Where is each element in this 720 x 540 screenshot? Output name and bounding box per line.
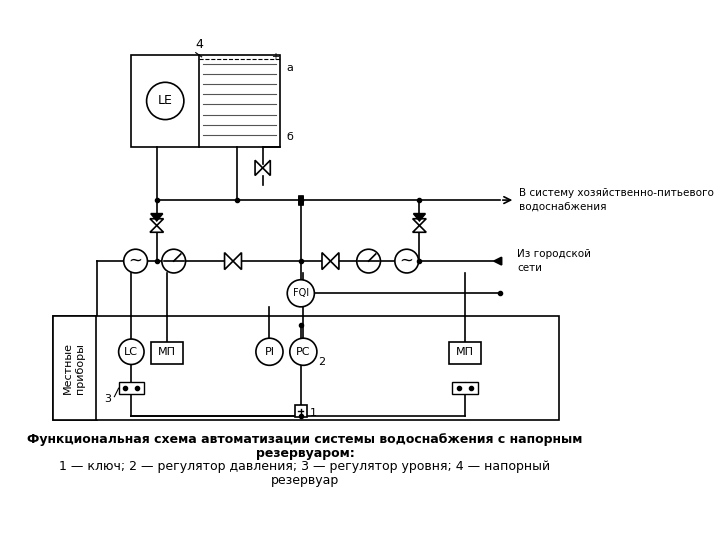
- Bar: [53, 316, 96, 421]
- Text: PI: PI: [264, 347, 274, 357]
- Text: сети: сети: [517, 263, 542, 273]
- Text: 2: 2: [318, 357, 325, 367]
- Polygon shape: [150, 219, 163, 226]
- Circle shape: [147, 82, 184, 119]
- Bar: [53, 316, 559, 421]
- Circle shape: [289, 338, 317, 366]
- Circle shape: [395, 249, 418, 273]
- Polygon shape: [494, 257, 502, 265]
- Polygon shape: [413, 226, 426, 232]
- Circle shape: [256, 338, 283, 366]
- Text: водоснабжения: водоснабжения: [518, 202, 606, 212]
- Text: 1: 1: [310, 408, 317, 418]
- Bar: [300, 196, 303, 204]
- Polygon shape: [263, 160, 270, 176]
- Text: Местные
приборы: Местные приборы: [63, 342, 85, 394]
- Text: МП: МП: [456, 347, 474, 357]
- Polygon shape: [330, 253, 339, 269]
- Circle shape: [124, 249, 148, 273]
- Bar: [131, 55, 279, 147]
- Text: б: б: [287, 132, 293, 141]
- Polygon shape: [225, 253, 233, 269]
- Bar: [298, 196, 302, 204]
- Text: PC: PC: [296, 347, 310, 357]
- Text: a: a: [287, 63, 293, 73]
- Text: Функциональная схема автоматизации системы водоснабжения с напорным: Функциональная схема автоматизации систе…: [27, 434, 582, 447]
- Bar: [295, 405, 307, 417]
- Polygon shape: [255, 160, 263, 176]
- Text: ~: ~: [129, 251, 143, 269]
- Polygon shape: [322, 253, 330, 269]
- Bar: [150, 342, 183, 363]
- Polygon shape: [150, 214, 163, 221]
- Text: резервуаром:: резервуаром:: [256, 447, 354, 460]
- Text: 4: 4: [195, 38, 203, 51]
- Text: FQI: FQI: [293, 288, 309, 298]
- Circle shape: [119, 339, 144, 364]
- Bar: [449, 342, 481, 363]
- Circle shape: [287, 280, 315, 307]
- Bar: [452, 382, 478, 394]
- Text: МП: МП: [158, 347, 176, 357]
- Text: Из городской: Из городской: [517, 249, 591, 259]
- Text: резервуар: резервуар: [271, 474, 339, 487]
- Text: 3: 3: [104, 394, 111, 404]
- Bar: [298, 195, 303, 199]
- Text: 1 — ключ; 2 — регулятор давления; 3 — регулятор уровня; 4 — напорный: 1 — ключ; 2 — регулятор давления; 3 — ре…: [60, 461, 551, 474]
- Polygon shape: [233, 253, 241, 269]
- Circle shape: [356, 249, 380, 273]
- Polygon shape: [413, 219, 426, 226]
- Text: ~: ~: [400, 251, 414, 269]
- Text: LE: LE: [158, 94, 173, 107]
- Bar: [119, 382, 144, 394]
- Text: +: +: [271, 52, 279, 62]
- Text: LC: LC: [125, 347, 138, 357]
- Polygon shape: [150, 226, 163, 232]
- Circle shape: [162, 249, 186, 273]
- Bar: [298, 201, 303, 205]
- Polygon shape: [413, 214, 426, 221]
- Text: В систему хозяйственно-питьевого: В систему хозяйственно-питьевого: [518, 188, 714, 198]
